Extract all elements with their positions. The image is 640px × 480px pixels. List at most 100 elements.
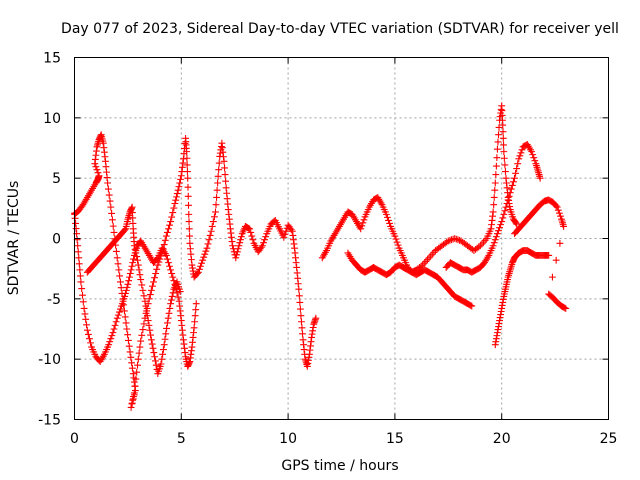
- data-point: [468, 302, 476, 310]
- data-point: [176, 288, 184, 295]
- data-point: [489, 208, 497, 216]
- data-point: [134, 256, 141, 264]
- data-points: [71, 102, 570, 411]
- data-point: [500, 210, 508, 218]
- data-point: [185, 210, 193, 218]
- data-point: [494, 230, 501, 238]
- data-point: [162, 232, 170, 240]
- data-point: [126, 348, 134, 356]
- data-point: [513, 165, 521, 172]
- data-point: [214, 179, 222, 187]
- data-point: [161, 236, 169, 244]
- data-point: [510, 178, 517, 186]
- data-point: [169, 209, 177, 216]
- data-point: [128, 262, 136, 270]
- data-point: [490, 194, 498, 201]
- data-point: [173, 193, 180, 201]
- data-point: [93, 166, 101, 174]
- data-point: [134, 261, 142, 269]
- data-point: [167, 266, 175, 274]
- data-point: [151, 353, 158, 361]
- data-point: [174, 293, 182, 301]
- data-point: [121, 293, 129, 300]
- data-point: [159, 350, 167, 358]
- data-point: [126, 273, 133, 281]
- data-point: [104, 179, 112, 187]
- data-point: [391, 232, 399, 240]
- data-point: [193, 270, 201, 277]
- data-point: [501, 161, 509, 169]
- data-point: [135, 349, 143, 357]
- data-point: [295, 285, 303, 293]
- data-point: [197, 262, 204, 270]
- data-point: [196, 265, 203, 273]
- data-point: [164, 229, 171, 236]
- data-point: [164, 255, 171, 263]
- data-point: [130, 393, 137, 400]
- data-point: [78, 285, 86, 292]
- data-point: [175, 183, 183, 191]
- data-point: [260, 239, 267, 247]
- data-point: [214, 172, 222, 180]
- data-point: [127, 353, 135, 361]
- data-point: [191, 312, 199, 320]
- data-point: [122, 319, 130, 327]
- data-point: [209, 218, 217, 226]
- y-tick-label: -10: [38, 352, 61, 368]
- data-point: [117, 305, 124, 313]
- data-point: [163, 324, 171, 332]
- data-point: [495, 124, 503, 131]
- data-point: [495, 131, 502, 139]
- data-point: [107, 335, 115, 343]
- data-point: [245, 224, 252, 232]
- data-point: [105, 185, 112, 193]
- data-point: [166, 305, 174, 312]
- data-point: [281, 230, 289, 238]
- data-point: [496, 224, 503, 232]
- data-point: [499, 134, 507, 142]
- data-point: [74, 242, 82, 250]
- data-point: [110, 229, 118, 236]
- data-point: [386, 220, 393, 227]
- data-point: [261, 236, 269, 244]
- data-point: [137, 337, 145, 345]
- data-point: [499, 214, 507, 222]
- data-point: [165, 309, 173, 317]
- data-point: [117, 278, 124, 286]
- data-point: [160, 341, 168, 349]
- data-point: [172, 196, 180, 204]
- data-point: [83, 326, 91, 334]
- chart-title: Day 077 of 2023, Sidereal Day-to-day VTE…: [61, 21, 619, 37]
- data-point: [113, 314, 121, 322]
- data-point: [123, 325, 131, 333]
- data-point: [160, 346, 167, 353]
- data-point: [500, 141, 507, 149]
- data-point: [287, 226, 295, 234]
- data-point: [491, 236, 499, 244]
- data-point: [185, 225, 193, 233]
- x-tick-label: 0: [70, 431, 79, 447]
- data-point: [208, 223, 216, 230]
- data-point: [237, 233, 245, 241]
- data-point: [554, 206, 562, 214]
- data-point: [114, 311, 122, 319]
- data-point: [149, 282, 156, 290]
- data-point: [515, 155, 523, 163]
- data-point: [164, 314, 172, 322]
- data-point: [562, 305, 570, 312]
- data-point: [206, 232, 214, 239]
- data-point: [86, 335, 93, 343]
- data-point: [282, 227, 290, 235]
- data-point: [382, 210, 390, 218]
- data-point: [518, 146, 526, 154]
- data-point: [448, 236, 455, 244]
- data-point: [502, 203, 510, 211]
- data-point: [491, 186, 499, 194]
- series-3: [83, 203, 184, 378]
- data-point: [82, 315, 90, 323]
- data-point: [134, 361, 141, 369]
- data-point: [357, 225, 365, 233]
- data-point: [125, 277, 133, 285]
- data-point: [246, 225, 254, 233]
- data-point: [110, 325, 118, 333]
